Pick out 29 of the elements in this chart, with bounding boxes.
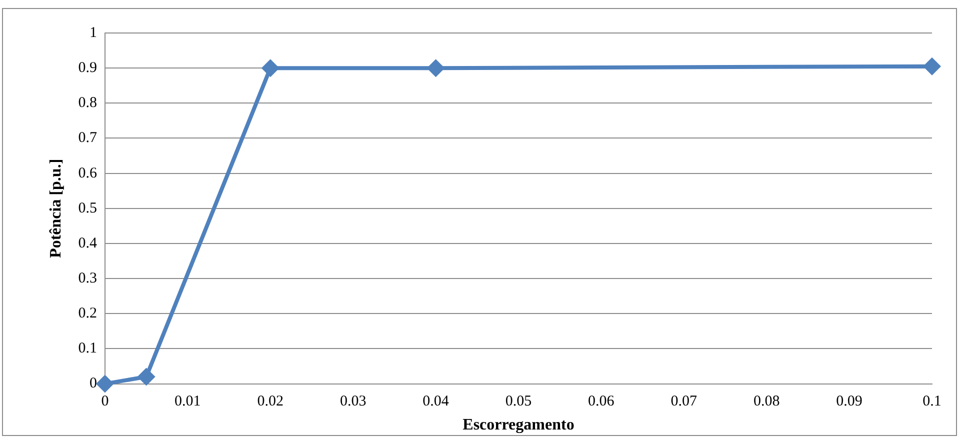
x-tick-label: 0.01 — [174, 394, 201, 410]
y-axis-title: Potência [p.u.] — [48, 158, 65, 258]
point — [96, 374, 114, 393]
point — [261, 59, 280, 78]
y-tick-label: 1 — [89, 24, 97, 41]
y-tick-label: 0.2 — [78, 306, 97, 322]
y-tick-label: 0.5 — [78, 200, 97, 216]
x-tick-label: 0.1 — [922, 394, 942, 410]
y-tick-label: 0.4 — [78, 235, 98, 252]
x-tick-label: 0.07 — [670, 394, 698, 410]
x-tick-label: 0.03 — [340, 394, 366, 410]
point — [137, 368, 156, 386]
y-tick-label: 0.6 — [78, 165, 98, 182]
x-tick-label: 0 — [101, 394, 109, 410]
y-tick-label: 0 — [89, 376, 97, 392]
y-tick-label: 0.3 — [78, 270, 97, 286]
x-tick-label: 0.04 — [422, 394, 450, 410]
y-tick-label: 0.1 — [78, 340, 97, 357]
point — [923, 57, 941, 76]
y-tick-label: 0.9 — [78, 60, 97, 76]
x-tick-label: 0.02 — [257, 394, 284, 410]
x-axis-title: Escorregamento — [462, 416, 574, 434]
y-tick-label: 0.8 — [78, 95, 97, 112]
x-tick-label: 0.06 — [588, 394, 615, 410]
x-tick-label: 0.09 — [836, 394, 862, 410]
point — [426, 59, 445, 78]
y-tick-label: 0.7 — [78, 130, 98, 146]
x-tick-label: 0.05 — [505, 394, 532, 410]
x-tick-label: 0.08 — [753, 394, 780, 410]
